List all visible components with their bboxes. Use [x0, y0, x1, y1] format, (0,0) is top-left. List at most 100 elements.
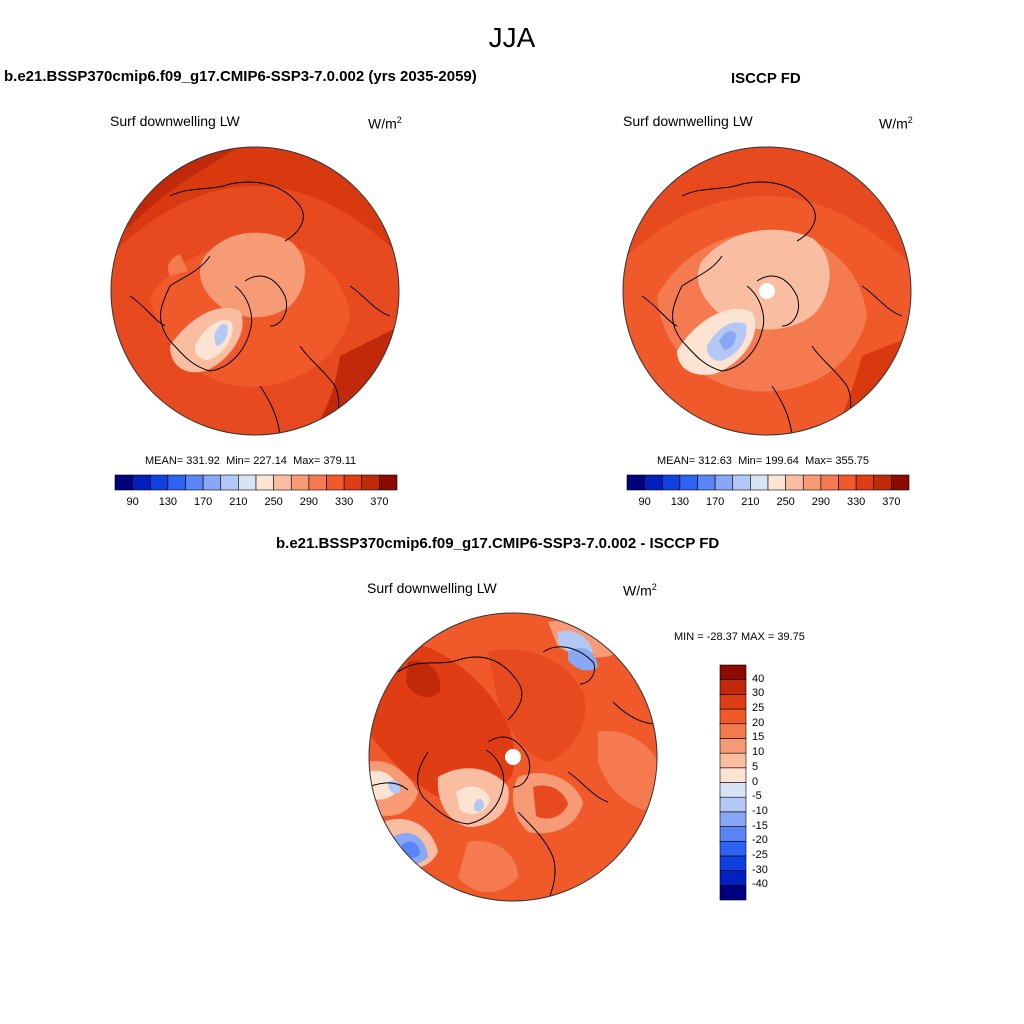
- season-title: JJA: [488, 22, 536, 53]
- model-colorbar-box: [238, 474, 257, 491]
- obs-colorbar-box: [785, 474, 804, 491]
- model-panel-title: b.e21.BSSP370cmip6.f09_g17.CMIP6-SSP3-7.…: [4, 68, 477, 85]
- obs-variable-label: Surf downwelling LW: [623, 113, 753, 129]
- diff-colorbar-tick-label: -20: [752, 834, 768, 847]
- diff-colorbar-tick-label: -25: [752, 848, 768, 861]
- obs-colorbar-box: [855, 474, 875, 491]
- model-colorbar-tick-label: 170: [193, 496, 213, 508]
- model-variable-label: Surf downwelling LW: [110, 113, 240, 129]
- obs-colorbar-box: [714, 474, 734, 491]
- obs-colorbar-box: [644, 474, 663, 491]
- model-colorbar-box: [114, 474, 133, 491]
- diff-colorbar-tick-label: 40: [752, 672, 765, 685]
- diff-colorbar-box: [719, 723, 747, 739]
- obs-panel-title: ISCCP FD: [731, 70, 801, 87]
- model-colorbar-box: [220, 474, 239, 491]
- model-colorbar-box: [149, 474, 169, 491]
- diff-colorbar: [719, 664, 747, 901]
- diff-colorbar-box: [719, 811, 747, 827]
- diff-colorbar-box: [719, 664, 747, 680]
- obs-colorbar-tick-label: 90: [638, 496, 651, 508]
- model-colorbar-box: [202, 474, 222, 491]
- obs-colorbar-ticks: 90 130 170 210 250 290 330 370: [627, 496, 909, 510]
- diff-colorbar-box: [719, 885, 747, 901]
- model-colorbar-tick-label: 370: [370, 496, 389, 508]
- model-stats: MEAN= 331.92 Min= 227.14 Max= 379.11: [145, 455, 357, 467]
- diff-polar-map: [368, 612, 658, 902]
- model-colorbar-box: [343, 474, 363, 491]
- model-colorbar-box: [361, 474, 380, 491]
- diff-colorbar-box: [719, 782, 747, 798]
- obs-units-label: W/m2: [879, 115, 913, 132]
- diff-range-text: MIN = -28.37 MAX = 39.75: [674, 631, 805, 643]
- model-colorbar-tick-label: 290: [299, 496, 319, 508]
- diff-colorbar-tick-label: -15: [752, 819, 768, 832]
- obs-colorbar-tick-label: 130: [670, 496, 690, 508]
- model-colorbar-box: [167, 474, 186, 491]
- diff-colorbar-tick-label: -30: [752, 863, 768, 876]
- diff-colorbar-box: [719, 752, 747, 769]
- obs-colorbar-box: [661, 474, 681, 491]
- diff-colorbar-tick-label: -10: [752, 804, 768, 817]
- obs-colorbar-box: [750, 474, 769, 491]
- diff-colorbar-ticks: -40 -30 -25 -20 -15 -10 -5 0 5 10 15 20 25 30 40: [752, 665, 792, 900]
- model-colorbar-ticks: 90 130 170 210 250 290 330 370: [115, 496, 397, 510]
- diff-colorbar-tick-label: 25: [752, 702, 765, 715]
- obs-stats: MEAN= 312.63 Min= 199.64 Max= 355.75: [657, 455, 869, 467]
- diff-units-label: W/m2: [623, 582, 657, 599]
- diff-colorbar-box: [719, 826, 747, 842]
- obs-colorbar-box: [838, 474, 857, 491]
- obs-polar-map: [622, 146, 912, 436]
- model-colorbar-box: [379, 474, 398, 491]
- model-colorbar-box: [308, 474, 327, 491]
- diff-colorbar-box: [719, 870, 747, 886]
- model-colorbar-tick-label: 330: [334, 496, 354, 508]
- obs-colorbar-tick-label: 330: [846, 496, 866, 508]
- obs-colorbar-box: [679, 474, 698, 491]
- diff-colorbar-box: [719, 855, 747, 871]
- model-colorbar-box: [326, 474, 345, 491]
- model-colorbar-box: [255, 474, 274, 491]
- diff-colorbar-tick-label: 20: [752, 716, 765, 729]
- obs-colorbar-box: [873, 474, 892, 491]
- model-colorbar-tick-label: 130: [158, 496, 178, 508]
- obs-colorbar-tick-label: 210: [741, 496, 760, 508]
- model-units-label: W/m2: [368, 115, 402, 132]
- model-polar-map: [110, 146, 400, 436]
- obs-colorbar-box: [697, 474, 716, 491]
- obs-colorbar-box: [732, 474, 751, 491]
- obs-colorbar-tick-label: 370: [882, 496, 901, 508]
- diff-colorbar-box: [719, 679, 747, 695]
- diff-colorbar-box: [719, 738, 747, 754]
- diff-colorbar-box: [719, 796, 747, 813]
- diff-colorbar-box: [719, 708, 747, 725]
- diff-colorbar-tick-label: -40: [752, 878, 768, 891]
- diff-colorbar-box: [719, 840, 747, 857]
- diff-colorbar-tick-label: 5: [752, 760, 759, 773]
- diff-colorbar-tick-label: 0: [752, 775, 759, 788]
- model-colorbar-tick-label: 250: [264, 496, 283, 508]
- diff-colorbar-tick-label: -5: [752, 790, 762, 803]
- diff-variable-label: Surf downwelling LW: [367, 580, 497, 596]
- obs-colorbar-box: [767, 474, 786, 491]
- model-colorbar: [114, 474, 398, 491]
- obs-colorbar-box: [626, 474, 645, 491]
- obs-colorbar-box: [820, 474, 839, 491]
- model-colorbar-box: [273, 474, 292, 491]
- obs-colorbar-tick-label: 250: [776, 496, 795, 508]
- model-colorbar-box: [132, 474, 151, 491]
- obs-colorbar-box: [802, 474, 822, 491]
- obs-colorbar-box: [891, 474, 910, 491]
- obs-colorbar: [626, 474, 910, 491]
- model-colorbar-box: [290, 474, 310, 491]
- diff-colorbar-box: [719, 694, 747, 710]
- diff-colorbar-tick-label: 30: [752, 687, 765, 700]
- model-colorbar-tick-label: 210: [229, 496, 248, 508]
- diff-panel-title: b.e21.BSSP370cmip6.f09_g17.CMIP6-SSP3-7.…: [276, 535, 720, 552]
- diff-colorbar-tick-label: 10: [752, 746, 765, 759]
- diff-colorbar-box: [719, 767, 747, 783]
- obs-colorbar-tick-label: 290: [811, 496, 831, 508]
- model-colorbar-tick-label: 90: [126, 496, 139, 508]
- obs-colorbar-tick-label: 170: [705, 496, 725, 508]
- model-colorbar-box: [185, 474, 204, 491]
